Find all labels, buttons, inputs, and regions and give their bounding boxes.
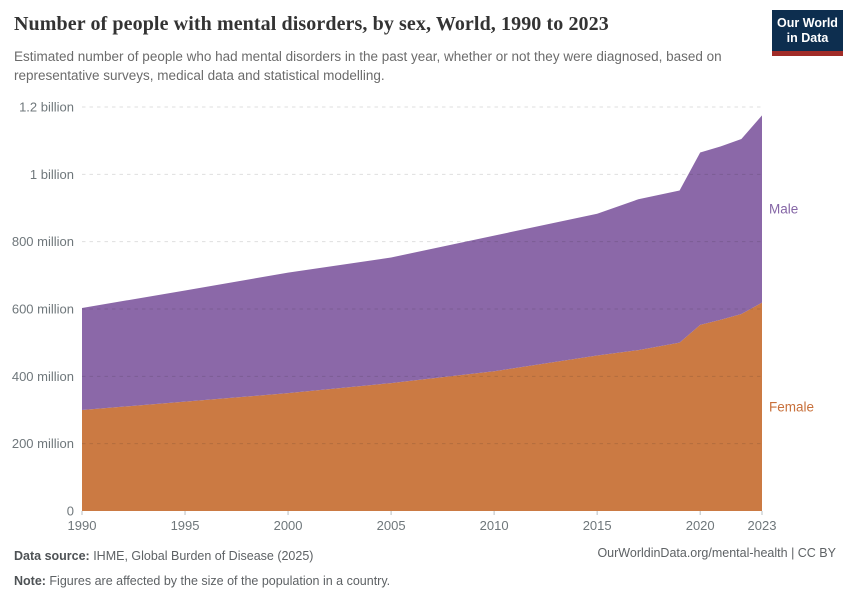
note-text: Figures are affected by the size of the … — [45, 574, 391, 588]
x-tick-label: 2010 — [480, 518, 509, 533]
y-tick-label: 0 — [67, 504, 74, 519]
data-source-text: IHME, Global Burden of Disease (2025) — [89, 549, 314, 563]
data-source-line: Data source: IHME, Global Burden of Dise… — [14, 544, 390, 569]
data-source-label: Data source: — [14, 549, 90, 563]
note-label: Note: — [14, 574, 46, 588]
footer-link[interactable]: OurWorldinData.org/mental-health | CC BY — [597, 546, 836, 560]
x-tick-label: 2020 — [686, 518, 715, 533]
y-tick-label: 400 million — [12, 369, 74, 384]
x-tick-label: 1995 — [171, 518, 200, 533]
x-tick-label: 2023 — [748, 518, 777, 533]
y-tick-label: 600 million — [12, 302, 74, 317]
y-tick-label: 1 billion — [30, 167, 74, 182]
owid-logo-line1: Our World — [777, 16, 838, 30]
owid-logo[interactable]: Our World in Data — [772, 10, 843, 56]
page-title: Number of people with mental disorders, … — [14, 13, 609, 35]
footer: Data source: IHME, Global Burden of Dise… — [14, 544, 390, 594]
note-line: Note: Figures are affected by the size o… — [14, 569, 390, 594]
x-tick-label: 2000 — [274, 518, 303, 533]
area-male[interactable] — [82, 115, 762, 411]
y-tick-label: 800 million — [12, 234, 74, 249]
x-tick-label: 2005 — [377, 518, 406, 533]
x-tick-label: 2015 — [583, 518, 612, 533]
y-tick-label: 200 million — [12, 436, 74, 451]
area-female[interactable] — [82, 302, 762, 511]
y-tick-label: 1.2 billion — [19, 100, 74, 115]
series-label-female: Female — [769, 399, 814, 414]
series-label-male: Male — [769, 202, 798, 217]
chart-subtitle: Estimated number of people who had menta… — [14, 49, 722, 83]
owid-logo-line2: in Data — [786, 31, 829, 45]
x-tick-label: 1990 — [68, 518, 97, 533]
